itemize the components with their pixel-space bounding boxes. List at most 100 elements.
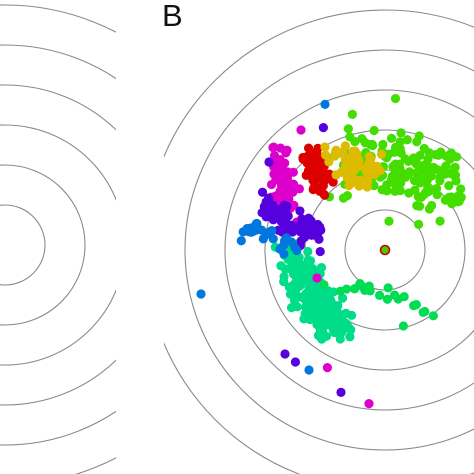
cluster-1-point <box>415 178 425 188</box>
cluster-4-point <box>330 147 341 158</box>
cluster-8-point <box>374 290 385 300</box>
panel-label: B <box>162 0 183 33</box>
cluster-6-point <box>267 200 277 210</box>
scatter-point-4 <box>280 349 290 359</box>
cluster-4-point <box>368 166 378 176</box>
cluster-2-point <box>319 315 329 325</box>
cluster-2-point <box>335 334 345 344</box>
left-ring-4 <box>0 84 116 406</box>
cluster-6-point <box>295 206 305 216</box>
scatter-point-9 <box>364 399 374 409</box>
cluster-1-point <box>435 216 445 226</box>
cluster-7-point <box>281 233 292 243</box>
cluster-2-point <box>291 283 302 294</box>
cluster-8-point <box>409 301 419 311</box>
scatter-point-16 <box>264 157 274 167</box>
cluster-2-point <box>328 301 338 311</box>
cluster-6-point <box>280 205 290 215</box>
cluster-1-point <box>350 137 360 147</box>
cluster-2-point <box>321 290 331 300</box>
cluster-1-point <box>456 184 466 194</box>
cluster-2-point <box>305 314 315 325</box>
cluster-1-point <box>447 199 457 209</box>
left-ring-6 <box>0 4 116 474</box>
cluster-8-point <box>355 279 365 289</box>
cluster-4-point <box>337 148 347 158</box>
cluster-5-point <box>269 142 279 152</box>
cluster-4-point <box>355 175 365 185</box>
cluster-2-point <box>308 264 318 274</box>
cluster-1-point <box>396 128 406 138</box>
left-ring-2 <box>0 164 86 326</box>
scatter-point-13 <box>384 216 394 226</box>
cluster-5-point <box>275 176 285 187</box>
cluster-6-point <box>259 201 269 212</box>
cluster-2-point <box>304 274 314 285</box>
cluster-1-point <box>382 186 392 196</box>
cluster-8-point <box>389 290 400 300</box>
cluster-1-point <box>368 140 378 151</box>
cluster-6-point <box>299 232 310 242</box>
cluster-3-point <box>312 162 322 173</box>
cluster-1-point <box>424 204 435 214</box>
cluster-1-point <box>343 124 353 134</box>
cluster-3-point <box>320 173 330 183</box>
cluster-1-point <box>369 125 379 136</box>
cluster-3-point <box>314 151 324 161</box>
cluster-1-point <box>444 180 454 191</box>
cluster-1-point <box>435 176 445 186</box>
cluster-6-point <box>257 187 268 197</box>
center-marker <box>379 244 391 256</box>
cluster-6-point <box>276 215 287 225</box>
left-ring-1 <box>0 204 46 286</box>
cluster-4-point <box>331 170 341 180</box>
scatter-point-11 <box>398 321 408 331</box>
cluster-4-point <box>324 157 334 167</box>
cluster-5-point <box>280 158 290 168</box>
cluster-6-point <box>315 222 325 232</box>
scatter-point-7 <box>322 363 332 373</box>
cluster-1-point <box>415 201 425 211</box>
cluster-2-point <box>276 261 286 271</box>
cluster-5-point <box>282 191 293 201</box>
cluster-2-point <box>339 320 349 330</box>
cluster-5-point <box>289 200 299 210</box>
cluster-2-point <box>292 273 302 283</box>
scatter-point-5 <box>290 357 300 367</box>
scatter-point-14 <box>312 273 322 283</box>
cluster-1-point <box>390 93 401 104</box>
ring-6 <box>164 9 474 474</box>
cluster-3-point <box>304 151 314 161</box>
cluster-2-point <box>339 309 349 320</box>
cluster-1-point <box>410 185 420 195</box>
cluster-8-point <box>383 283 393 293</box>
cluster-4-point <box>320 142 330 152</box>
cluster-4-point <box>362 182 372 192</box>
scatter-point-3 <box>196 289 206 299</box>
cluster-8-point <box>319 280 329 290</box>
cluster-1-point <box>440 169 450 179</box>
cluster-1-point <box>386 133 397 143</box>
cluster-1-point <box>419 143 429 154</box>
cluster-2-point <box>301 301 311 312</box>
cluster-2-point <box>312 298 322 308</box>
scatter-point-15 <box>296 125 306 135</box>
cluster-4-point <box>364 159 374 169</box>
cluster-4-point <box>376 149 387 159</box>
cluster-8-point <box>399 291 409 302</box>
scatter-point-12 <box>414 219 424 229</box>
scatter-point-10 <box>318 329 328 339</box>
cluster-1-point <box>419 189 430 199</box>
cluster-1-point <box>415 150 425 161</box>
cluster-1-point <box>402 135 412 145</box>
cluster-7-point <box>290 242 300 253</box>
cluster-1-point <box>338 193 349 203</box>
cluster-1-point <box>450 163 460 173</box>
cluster-5-point <box>275 143 286 153</box>
left-ring-3 <box>0 124 116 366</box>
cluster-6-point <box>297 224 307 234</box>
cluster-1-point <box>388 162 398 172</box>
cluster-4-point <box>340 141 350 151</box>
cluster-1-point <box>383 149 394 159</box>
cluster-1-point <box>396 169 407 179</box>
